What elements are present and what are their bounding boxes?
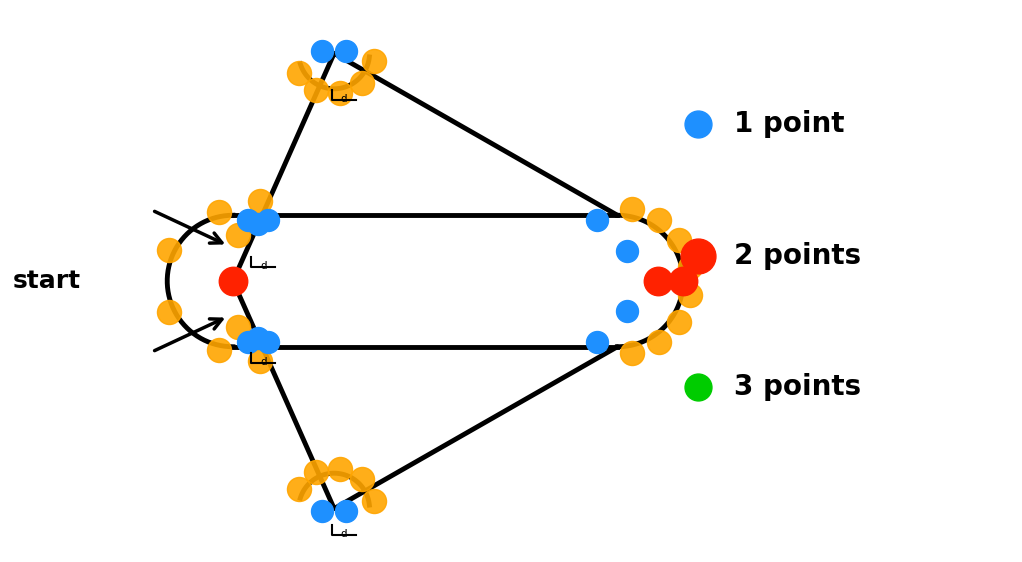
Point [211, 207, 227, 216]
Point [670, 318, 687, 327]
Text: d: d [260, 261, 267, 271]
Point [589, 337, 605, 346]
Point [690, 251, 706, 260]
Point [240, 216, 257, 225]
Point [354, 475, 370, 484]
Text: start: start [13, 269, 81, 293]
Point [230, 322, 246, 331]
Point [230, 231, 246, 240]
Point [366, 57, 382, 66]
Point [211, 346, 227, 355]
Point [161, 308, 178, 317]
Point [161, 245, 178, 254]
Text: 1 point: 1 point [734, 110, 844, 138]
Point [250, 333, 267, 342]
Point [338, 506, 355, 515]
Point [332, 464, 349, 473]
Point [650, 215, 666, 224]
Point [308, 85, 324, 94]
Point [366, 496, 382, 505]
Text: d: d [341, 94, 347, 104]
Point [252, 356, 269, 365]
Point [619, 307, 636, 316]
Point [670, 235, 687, 244]
Point [314, 506, 330, 515]
Point [623, 349, 640, 358]
Point [682, 262, 698, 271]
Point [338, 47, 355, 56]
Point [308, 468, 324, 477]
Point [619, 246, 636, 255]
Text: 3 points: 3 points [734, 373, 861, 401]
Point [623, 204, 640, 213]
Text: 2 points: 2 points [734, 242, 861, 270]
Point [650, 277, 666, 285]
Point [261, 216, 277, 225]
Point [690, 383, 706, 392]
Point [252, 197, 269, 206]
Point [314, 47, 330, 56]
Point [332, 89, 349, 98]
Point [290, 69, 307, 78]
Text: d: d [341, 529, 347, 539]
Point [690, 120, 706, 129]
Point [682, 291, 698, 300]
Point [650, 338, 666, 347]
Text: d: d [260, 357, 267, 367]
Point [675, 277, 691, 285]
Point [250, 220, 267, 229]
Point [261, 337, 277, 346]
Point [589, 216, 605, 225]
Point [240, 337, 257, 346]
Point [290, 484, 307, 493]
Point [225, 277, 241, 285]
Point [354, 78, 370, 87]
